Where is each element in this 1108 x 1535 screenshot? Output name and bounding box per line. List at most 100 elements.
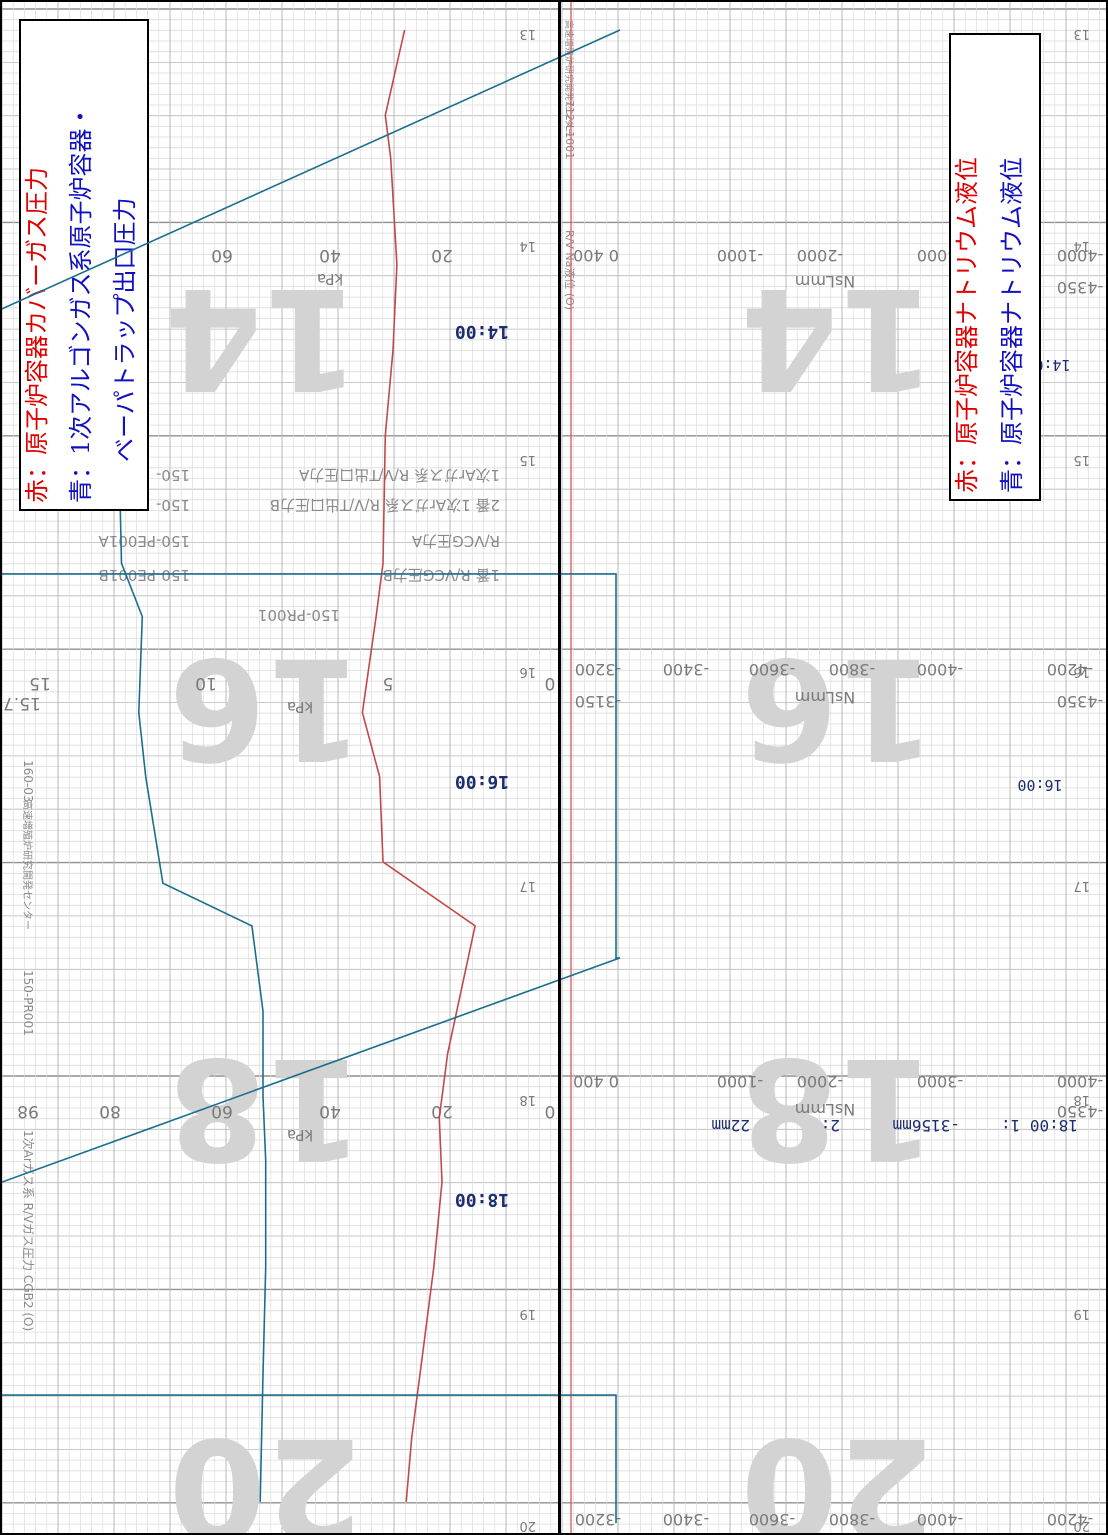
printout-value-1: -3156mm: [893, 1116, 960, 1135]
scale-14-tick-20: 20: [431, 245, 453, 265]
legend-blue-vapor-trap-2: ベーパトラップ出口圧力: [111, 198, 139, 462]
hour-mark-13: 13: [1073, 26, 1090, 41]
block-number-20: 20: [169, 1406, 364, 1535]
tag-label-line-c: R/VCG圧力A: [411, 532, 500, 550]
level-printout-18-00: 18:00 1: -3156mm 2: 22mm: [711, 1116, 1078, 1135]
scale-16-tick: -4000: [917, 660, 964, 679]
scale-18-tick: -2000: [797, 1072, 844, 1091]
scale-16-unit-tick: NsLmm: [795, 688, 855, 707]
scale-14-unit: kPa: [317, 270, 343, 288]
edge-paper-mark: 高速増殖炉研究開発センター: [563, 20, 575, 137]
legend-red-sodium-level: 赤：原子炉容器ナトリウム液位: [953, 157, 981, 493]
edge-paper-mark: 高速増殖炉研究開発センター: [21, 800, 34, 930]
left-time-stamps: 14:00 16:00 18:00: [455, 321, 509, 1210]
scale-16-tick-10: 10: [195, 673, 217, 693]
scale-14-tick: -2000: [797, 246, 844, 265]
right-edge-labels: 712-L1001 R/V Na液位 (O) 高速増殖炉研究開発センター: [563, 20, 577, 310]
hour-mark-18: 18: [1073, 1092, 1090, 1107]
hour-mark-17: 17: [1073, 878, 1090, 893]
scale-16-tick: -4200: [1047, 660, 1094, 679]
hour-mark-14: 14: [1073, 238, 1090, 253]
sodium-level-blue-trace: [0, 29, 621, 1524]
scale-16-extra-tick: -4350: [1057, 692, 1104, 711]
hour-mark-15: 15: [1073, 452, 1090, 467]
hour-mark-17: 17: [519, 878, 536, 893]
scale-20-tick: -4200: [1047, 1510, 1094, 1529]
left-legend-box: [19, 19, 149, 511]
scale-14-tick: -1000: [717, 246, 764, 265]
scale-16-tick: -3200: [575, 660, 622, 679]
left-legend: 赤：原子炉容器カバーガス圧力 青：1次アルゴンガス系原子炉容器・ ベーパトラップ…: [19, 19, 149, 511]
tag-code-pe001a: 150-PE001A: [98, 532, 190, 550]
legend-red-cover-gas: 赤：原子炉容器カバーガス圧力: [23, 167, 51, 503]
tag-code-pe001b: 150-PE001B: [99, 566, 191, 584]
scale-16-unit: kPa: [287, 698, 313, 716]
time-stamp-14-00: 14:00: [455, 321, 509, 342]
time-stamp-16-00: 16:00: [455, 771, 509, 792]
left-chart-grid: [1, 0, 558, 1535]
scale-18-tick-60: 60: [211, 1101, 233, 1121]
scale-16-tick-0: 0: [545, 673, 556, 693]
printout-value-2: 22mm: [711, 1116, 750, 1135]
legend-blue-vapor-trap-1: 青：1次アルゴンガス系原子炉容器・: [67, 104, 95, 503]
scale-14-tick: 0 400: [573, 246, 619, 265]
hour-mark-18: 18: [519, 1092, 536, 1107]
scale-20-tick: -3400: [663, 1510, 710, 1529]
scale-18-unit: kPa: [287, 1126, 313, 1144]
scale-16-tick-5: 5: [383, 673, 394, 693]
cover-gas-pressure-trace: [361, 29, 476, 1502]
scale-18-tick-98: 98: [17, 1101, 39, 1121]
scale-16-tick-15-7: 15.7: [3, 693, 41, 713]
left-scale-labels: 60 40 20 kPa 8 15.7 15 10 5 0 kPa 98 80 …: [3, 245, 555, 1144]
time-stamp-16-00: 16:00: [1017, 776, 1062, 794]
scale-18-unit-tick: NsLmm: [795, 1100, 855, 1119]
hour-mark-13: 13: [519, 26, 536, 41]
edge-channel-label: R/V Na液位 (O): [563, 230, 577, 310]
scale-18-tick: -4000: [1057, 1072, 1104, 1091]
hour-mark-20: 20: [519, 1518, 536, 1533]
scale-16-tick-15: 15: [29, 673, 51, 693]
tag-label-line-b: 2番 1次Arガス系 R/V/T出口圧力B: [270, 496, 500, 514]
block-number-14: 14: [741, 256, 936, 419]
right-legend: 赤：原子炉容器ナトリウム液位 青：原子炉容器ナトリウム液位: [949, 33, 1041, 501]
scale-14-extra-tick: -4350: [1057, 278, 1104, 297]
scale-16-tick: -3400: [663, 660, 710, 679]
printout-channel-2: 2:: [821, 1116, 840, 1135]
scale-20-tick: -4000: [917, 1510, 964, 1529]
scale-14-unit-tick: NsLmm: [795, 272, 855, 291]
tag-label-line-d: 1番 R/VCG圧力B: [383, 566, 500, 584]
legend-blue-sodium-level: 青：原子炉容器ナトリウム液位: [998, 157, 1026, 493]
right-panel-frame: [559, 0, 1108, 1535]
hour-mark-16: 16: [1073, 664, 1090, 679]
scale-20-tick: -3600: [749, 1510, 796, 1529]
hour-mark-15: 15: [519, 452, 536, 467]
edge-channel-label: 1次Arガス系 R/Vガス圧力 CGB2 (O): [21, 1130, 35, 1331]
scale-18-tick-0: 0: [545, 1101, 556, 1121]
right-legend-box: [949, 33, 1041, 501]
scale-18-tick-80: 80: [99, 1101, 121, 1121]
hour-mark-19: 19: [519, 1306, 536, 1321]
left-block-numbers: 14 16 18 20: [165, 256, 364, 1535]
hour-mark-20: 20: [1073, 1518, 1090, 1533]
scale-18-tick: -3000: [917, 1072, 964, 1091]
scale-14-tick-40: 40: [319, 245, 341, 265]
hour-mark-14: 14: [519, 238, 536, 253]
block-number-16: 16: [169, 626, 364, 789]
tag-code-pr001: 150-PR001: [258, 606, 340, 624]
scale-18-tick-20: 20: [431, 1101, 453, 1121]
block-number-14: 14: [165, 256, 360, 419]
scale-18-tick: 0 400: [573, 1072, 619, 1091]
left-recorder-panel: 14 16 18 20 60 40 20 kPa 8 15.7 15 10 5 …: [1, 0, 558, 1535]
scale-14-tick: -4000: [1057, 246, 1104, 265]
right-hour-marks: 13 14 15 16 17 18 19 20: [1073, 26, 1090, 1533]
scale-16-extra-tick: -3150: [575, 692, 622, 711]
printout-time: 18:00 1:: [1001, 1116, 1078, 1135]
time-stamp-18-00: 18:00: [455, 1189, 509, 1210]
edge-tag-l1001: 712-L1001: [563, 100, 576, 159]
scale-14-tick-60: 60: [211, 245, 233, 265]
scale-18-tick: -1000: [717, 1072, 764, 1091]
right-block-numbers: 14 16 18 20: [741, 256, 936, 1535]
right-scale-labels: 0 400 -1000 -2000 -3000 -4000 -4350 NsLmm -3200…: [573, 246, 1103, 1529]
